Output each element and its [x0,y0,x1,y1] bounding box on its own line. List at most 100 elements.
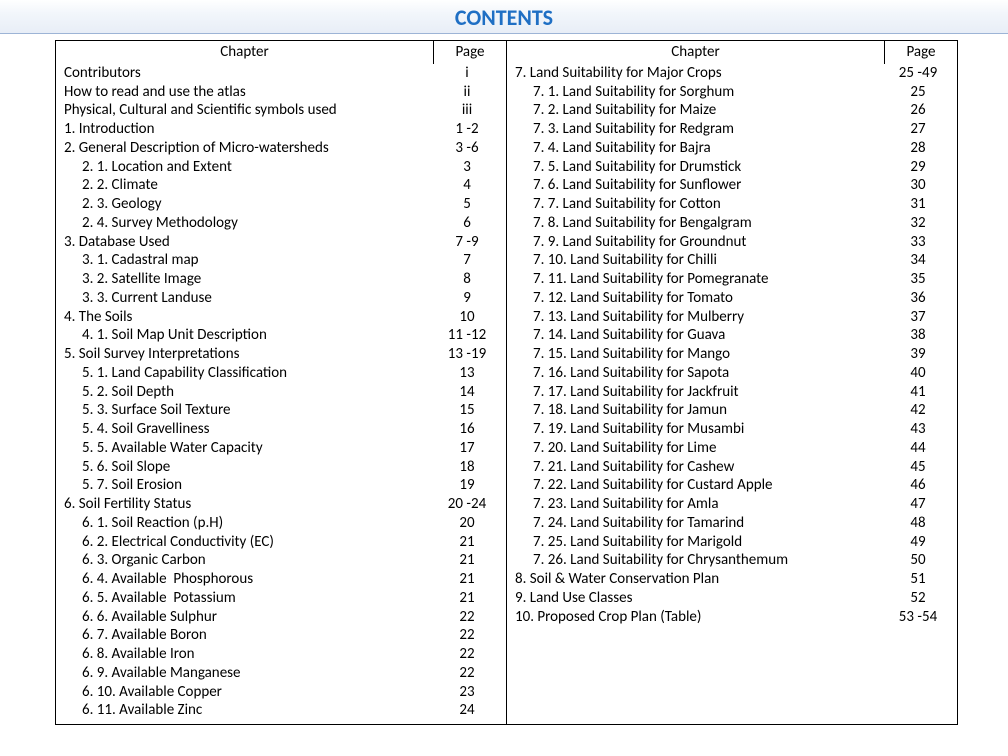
chapter-text: 7. 21. Land Suitability for Cashew [515,458,885,477]
contents-table: Chapter Page ContributorsiHow to read an… [55,40,958,725]
chapter-text: 2. 1. Location and Extent [64,158,434,177]
chapter-text: 4. 1. Soil Map Unit Description [64,326,434,345]
chapter-text: 5. 7. Soil Erosion [64,476,434,495]
left-rows: ContributorsiHow to read and use the atl… [56,64,506,724]
toc-row: 6. 9. Available Manganese22 [64,664,500,683]
toc-row: 6. Soil Fertility Status20 -24 [64,495,500,514]
page-number: 48 [885,514,951,533]
chapter-text: 6. 10. Available Copper [64,683,434,702]
page-number: 21 [434,589,500,608]
toc-row: 3. 3. Current Landuse9 [64,289,500,308]
chapter-text: 6. 6. Available Sulphur [64,608,434,627]
page-number: 53 -54 [885,608,951,627]
page-number: 4 [434,176,500,195]
page-number: 51 [885,570,951,589]
page-number: 29 [885,158,951,177]
chapter-text: 5. 3. Surface Soil Texture [64,401,434,420]
page-number: 9 [434,289,500,308]
page-number: 11 -12 [434,326,500,345]
right-column: Chapter Page 7. Land Suitability for Maj… [506,41,957,724]
header-chapter: Chapter [56,41,433,64]
toc-row: 7. 11. Land Suitability for Pomegranate3… [515,270,951,289]
page-number: 28 [885,139,951,158]
page-title: CONTENTS [0,0,1008,34]
chapter-text: 7. 16. Land Suitability for Sapota [515,364,885,383]
toc-row: 7. 25. Land Suitability for Marigold49 [515,533,951,552]
page-number: 20 [434,514,500,533]
toc-row: Physical, Cultural and Scientific symbol… [64,101,500,120]
toc-row: 5. 6. Soil Slope18 [64,458,500,477]
toc-row: 7. 1. Land Suitability for Sorghum25 [515,83,951,102]
page-number: 6 [434,214,500,233]
page-number: 39 [885,345,951,364]
page-number: 49 [885,533,951,552]
chapter-text: 7. 5. Land Suitability for Drumstick [515,158,885,177]
toc-row: 7. 8. Land Suitability for Bengalgram32 [515,214,951,233]
header-chapter: Chapter [507,41,884,64]
toc-row: 2. 1. Location and Extent3 [64,158,500,177]
page-number: 26 [885,101,951,120]
toc-row: 7. 17. Land Suitability for Jackfruit41 [515,383,951,402]
page-number: 14 [434,383,500,402]
chapter-text: 7. 25. Land Suitability for Marigold [515,533,885,552]
toc-row: 7. 18. Land Suitability for Jamun42 [515,401,951,420]
toc-row: 6. 1. Soil Reaction (p.H)20 [64,514,500,533]
chapter-text: 7. 19. Land Suitability for Musambi [515,420,885,439]
page-number: 3 -6 [434,139,500,158]
right-rows: 7. Land Suitability for Major Crops25 -4… [507,64,957,631]
chapter-text: 6. 5. Available Potassium [64,589,434,608]
page-number: 22 [434,664,500,683]
toc-row: 7. 3. Land Suitability for Redgram27 [515,120,951,139]
page-number: 21 [434,570,500,589]
toc-row: 6. 5. Available Potassium21 [64,589,500,608]
toc-row: 3. Database Used7 -9 [64,233,500,252]
toc-row: 3. 2. Satellite Image8 [64,270,500,289]
chapter-text: 7. 24. Land Suitability for Tamarind [515,514,885,533]
toc-row: 9. Land Use Classes52 [515,589,951,608]
chapter-text: 3. 2. Satellite Image [64,270,434,289]
page-number: 52 [885,589,951,608]
chapter-text: 6. 8. Available Iron [64,645,434,664]
chapter-text: 7. 14. Land Suitability for Guava [515,326,885,345]
chapter-text: 3. 3. Current Landuse [64,289,434,308]
chapter-text: 5. 5. Available Water Capacity [64,439,434,458]
toc-row: 7. 20. Land Suitability for Lime44 [515,439,951,458]
chapter-text: 7. 9. Land Suitability for Groundnut [515,233,885,252]
chapter-text: 7. 26. Land Suitability for Chrysanthemu… [515,551,885,570]
chapter-text: 6. 3. Organic Carbon [64,551,434,570]
chapter-text: Physical, Cultural and Scientific symbol… [64,101,434,120]
toc-row: 4. The Soils10 [64,308,500,327]
page-number: 23 [434,683,500,702]
page-number: 41 [885,383,951,402]
chapter-text: 10. Proposed Crop Plan (Table) [515,608,885,627]
toc-row: 7. 26. Land Suitability for Chrysanthemu… [515,551,951,570]
toc-row: 2. 4. Survey Methodology6 [64,214,500,233]
page-number: 13 -19 [434,345,500,364]
toc-row: 2. 2. Climate4 [64,176,500,195]
page-number: 7 -9 [434,233,500,252]
page-number: 19 [434,476,500,495]
page-number: 43 [885,420,951,439]
toc-row: 6. 10. Available Copper23 [64,683,500,702]
chapter-text: 6. 9. Available Manganese [64,664,434,683]
chapter-text: 7. 22. Land Suitability for Custard Appl… [515,476,885,495]
toc-row: 5. 3. Surface Soil Texture15 [64,401,500,420]
chapter-text: 7. 8. Land Suitability for Bengalgram [515,214,885,233]
toc-row: 6. 8. Available Iron22 [64,645,500,664]
page-number: 25 -49 [885,64,951,83]
chapter-text: Contributors [64,64,434,83]
toc-row: 5. 5. Available Water Capacity17 [64,439,500,458]
header-page: Page [433,41,506,64]
toc-row: 7. 6. Land Suitability for Sunflower30 [515,176,951,195]
toc-row: 7. 21. Land Suitability for Cashew45 [515,458,951,477]
page-number: 31 [885,195,951,214]
chapter-text: 7. 2. Land Suitability for Maize [515,101,885,120]
toc-row: 6. 2. Electrical Conductivity (EC)21 [64,533,500,552]
page-number: 37 [885,308,951,327]
toc-row: 7. 24. Land Suitability for Tamarind48 [515,514,951,533]
chapter-text: 7. 10. Land Suitability for Chilli [515,251,885,270]
chapter-text: 6. 4. Available Phosphorous [64,570,434,589]
chapter-text: 6. Soil Fertility Status [64,495,434,514]
page-number: ii [434,83,500,102]
page-number: 21 [434,551,500,570]
